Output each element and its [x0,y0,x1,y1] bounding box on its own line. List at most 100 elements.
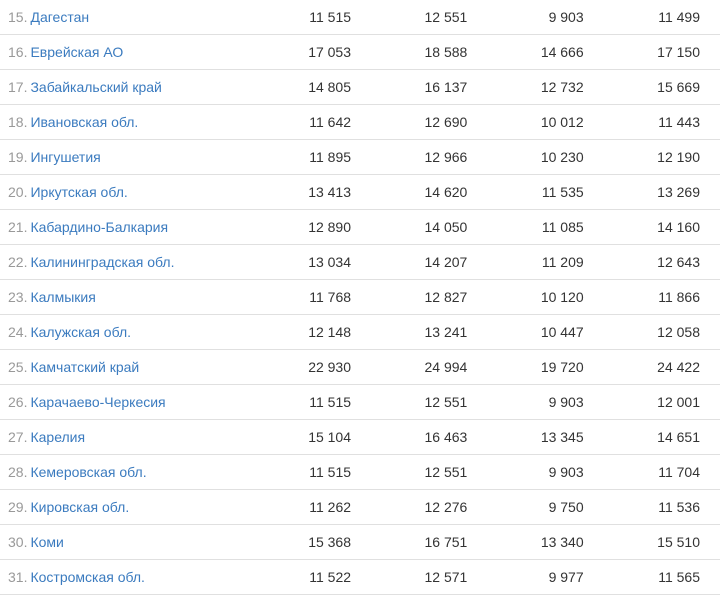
value-cell: 15 368 [255,525,371,560]
region-cell: 27.Карелия [0,420,255,455]
region-link[interactable]: Кировская обл. [30,499,129,515]
value-cell: 24 422 [604,350,720,385]
value-cell: 11 768 [255,280,371,315]
table-row: 23.Калмыкия11 76812 82710 12011 866 [0,280,720,315]
region-link[interactable]: Калужская обл. [30,324,131,340]
value-cell: 12 551 [371,385,487,420]
value-cell: 11 895 [255,140,371,175]
table-row: 17.Забайкальский край14 80516 13712 7321… [0,70,720,105]
region-cell: 28.Кемеровская обл. [0,455,255,490]
table-row: 31.Костромская обл.11 52212 5719 97711 5… [0,560,720,595]
region-cell: 19.Ингушетия [0,140,255,175]
region-cell: 23.Калмыкия [0,280,255,315]
table-row: 26.Карачаево-Черкесия11 51512 5519 90312… [0,385,720,420]
region-cell: 17.Забайкальский край [0,70,255,105]
region-link[interactable]: Ивановская обл. [30,114,138,130]
row-index: 24. [8,324,27,340]
value-cell: 11 085 [487,210,603,245]
table-row: 16.Еврейская АО17 05318 58814 66617 150 [0,35,720,70]
value-cell: 11 262 [255,490,371,525]
region-link[interactable]: Забайкальский край [30,79,161,95]
value-cell: 11 535 [487,175,603,210]
value-cell: 12 148 [255,315,371,350]
value-cell: 12 966 [371,140,487,175]
row-index: 27. [8,429,27,445]
row-index: 22. [8,254,27,270]
value-cell: 9 903 [487,0,603,35]
value-cell: 11 522 [255,560,371,595]
region-link[interactable]: Кабардино-Балкария [30,219,168,235]
region-link[interactable]: Камчатский край [30,359,139,375]
table-row: 29.Кировская обл.11 26212 2769 75011 536 [0,490,720,525]
region-link[interactable]: Костромская обл. [30,569,144,585]
value-cell: 14 620 [371,175,487,210]
value-cell: 15 669 [604,70,720,105]
value-cell: 10 230 [487,140,603,175]
value-cell: 16 137 [371,70,487,105]
value-cell: 11 515 [255,385,371,420]
region-cell: 16.Еврейская АО [0,35,255,70]
value-cell: 13 345 [487,420,603,455]
value-cell: 24 994 [371,350,487,385]
value-cell: 11 866 [604,280,720,315]
value-cell: 10 120 [487,280,603,315]
row-index: 30. [8,534,27,550]
region-cell: 25.Камчатский край [0,350,255,385]
row-index: 15. [8,9,27,25]
region-link[interactable]: Ингушетия [30,149,100,165]
region-cell: 24.Калужская обл. [0,315,255,350]
region-link[interactable]: Коми [30,534,63,550]
value-cell: 12 643 [604,245,720,280]
value-cell: 9 903 [487,455,603,490]
region-link[interactable]: Калининградская обл. [30,254,174,270]
row-index: 25. [8,359,27,375]
region-link[interactable]: Карелия [30,429,85,445]
value-cell: 12 551 [371,455,487,490]
value-cell: 14 207 [371,245,487,280]
regions-table: 15.Дагестан11 51512 5519 90311 49916.Евр… [0,0,720,595]
table-row: 18.Ивановская обл.11 64212 69010 01211 4… [0,105,720,140]
value-cell: 18 588 [371,35,487,70]
value-cell: 15 104 [255,420,371,455]
value-cell: 12 690 [371,105,487,140]
value-cell: 16 751 [371,525,487,560]
value-cell: 11 515 [255,0,371,35]
value-cell: 14 050 [371,210,487,245]
table-row: 25.Камчатский край22 93024 99419 72024 4… [0,350,720,385]
table-row: 21.Кабардино-Балкария12 89014 05011 0851… [0,210,720,245]
value-cell: 11 499 [604,0,720,35]
value-cell: 11 536 [604,490,720,525]
region-link[interactable]: Кемеровская обл. [30,464,146,480]
region-cell: 20.Иркутская обл. [0,175,255,210]
table-row: 24.Калужская обл.12 14813 24110 44712 05… [0,315,720,350]
value-cell: 12 827 [371,280,487,315]
table-row: 28.Кемеровская обл.11 51512 5519 90311 7… [0,455,720,490]
region-cell: 26.Карачаево-Черкесия [0,385,255,420]
value-cell: 12 571 [371,560,487,595]
region-link[interactable]: Еврейская АО [30,44,123,60]
table-row: 30.Коми15 36816 75113 34015 510 [0,525,720,560]
region-link[interactable]: Иркутская обл. [30,184,127,200]
row-index: 29. [8,499,27,515]
region-link[interactable]: Калмыкия [30,289,95,305]
value-cell: 11 515 [255,455,371,490]
value-cell: 9 903 [487,385,603,420]
value-cell: 12 276 [371,490,487,525]
value-cell: 13 241 [371,315,487,350]
region-cell: 18.Ивановская обл. [0,105,255,140]
region-cell: 22.Калининградская обл. [0,245,255,280]
value-cell: 10 447 [487,315,603,350]
value-cell: 14 651 [604,420,720,455]
value-cell: 13 034 [255,245,371,280]
table-row: 27.Карелия15 10416 46313 34514 651 [0,420,720,455]
region-link[interactable]: Карачаево-Черкесия [30,394,165,410]
value-cell: 9 977 [487,560,603,595]
region-link[interactable]: Дагестан [30,9,89,25]
row-index: 16. [8,44,27,60]
value-cell: 22 930 [255,350,371,385]
value-cell: 16 463 [371,420,487,455]
region-cell: 30.Коми [0,525,255,560]
value-cell: 11 565 [604,560,720,595]
table-row: 19.Ингушетия11 89512 96610 23012 190 [0,140,720,175]
value-cell: 11 209 [487,245,603,280]
